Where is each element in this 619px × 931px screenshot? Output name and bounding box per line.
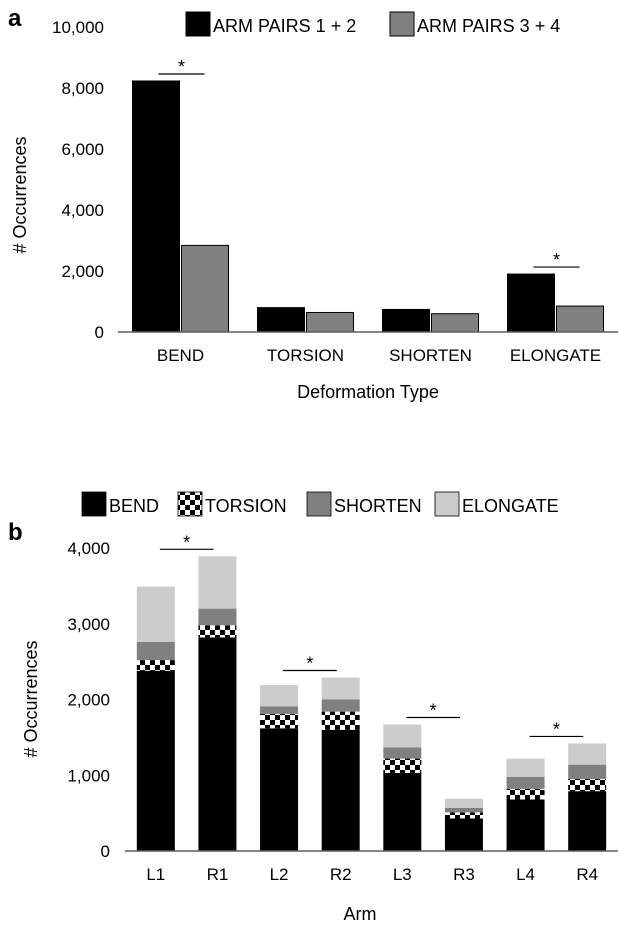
panel-b-bar-l1-bend (137, 671, 175, 851)
panel-b-x-tick-label: R1 (207, 865, 229, 884)
panel-a-y-ticks: 0 2,000 4,000 6,000 8,000 10,000 (52, 18, 104, 342)
panel-a-bar-shorten-arm-pairs-3-4 (432, 314, 479, 332)
panel-a-legend-label: ARM PAIRS 1 + 2 (213, 16, 356, 36)
panel-b-bar-l2-elongate (260, 685, 298, 706)
panel-b-bar-l4-torsion (507, 789, 545, 800)
panel-b-legend-label: SHORTEN (334, 496, 422, 516)
panel-b-bar-r1-bend (198, 637, 236, 851)
panel-a-significance-markers: ** (159, 57, 580, 270)
panel-b-x-tick-label: L2 (270, 865, 289, 884)
panel-b-bars (137, 556, 606, 851)
panel-b-significance-star: * (430, 700, 437, 720)
panel-b-significance-star: * (306, 654, 313, 674)
panel-b-label: b (8, 519, 23, 546)
panel-a-label: a (8, 5, 22, 32)
panel-a-legend-swatch-arm-pairs-1-2 (186, 12, 210, 36)
panel-a-x-axis-title: Deformation Type (297, 382, 439, 402)
panel-a-chart: a ARM PAIRS 1 + 2 ARM PAIRS 3 + 4 # Occur… (8, 5, 618, 402)
panel-b-bar-l4-shorten (507, 777, 545, 789)
panel-b-bar-r4-torsion (568, 779, 606, 791)
panel-b-bar-r3-torsion (445, 812, 483, 818)
panel-b-bar-l3-elongate (383, 724, 421, 747)
panel-b-bar-l2-bend (260, 728, 298, 851)
panel-b-significance-star: * (183, 532, 190, 552)
panel-b-bar-l1-torsion (137, 660, 175, 671)
panel-b-legend-swatch-bend (82, 492, 106, 516)
panel-a-bar-torsion-arm-pairs-1-2 (258, 308, 305, 332)
panel-b-bar-l1-shorten (137, 642, 175, 660)
panel-b-bar-l2-shorten (260, 706, 298, 714)
panel-b-y-tick-label: 3,000 (67, 615, 110, 634)
panel-b-bar-l3-torsion (383, 759, 421, 773)
panel-b-x-tick-label: R2 (330, 865, 352, 884)
panel-b-y-tick-label: 1,000 (67, 766, 110, 785)
panel-b-bar-r3-elongate (445, 799, 483, 808)
panel-b-bar-l1-elongate (137, 587, 175, 642)
panel-a-legend: ARM PAIRS 1 + 2 ARM PAIRS 3 + 4 (186, 12, 560, 36)
panel-a-bars (133, 81, 604, 332)
panel-b-bar-l3-shorten (383, 747, 421, 758)
panel-a-bar-torsion-arm-pairs-3-4 (307, 312, 354, 332)
panel-b-chart: b BEND TORSION SHORTEN ELONGATE # Occurrenc… (8, 492, 618, 924)
panel-a-y-tick-label: 2,000 (61, 262, 104, 281)
panel-a-x-tick-label: ELONGATE (510, 346, 601, 365)
panel-b-significance-star: * (553, 719, 560, 739)
panel-a-x-tick-label: TORSION (267, 346, 344, 365)
panel-a-bar-bend-arm-pairs-3-4 (182, 245, 229, 332)
panel-b-y-ticks: 0 1,000 2,000 3,000 4,000 (67, 539, 110, 861)
panel-a-bar-elongate-arm-pairs-3-4 (557, 306, 604, 332)
panel-b-x-tick-label: L1 (146, 865, 165, 884)
panel-a-y-tick-label: 10,000 (52, 18, 104, 37)
panel-b-legend-swatch-elongate (435, 492, 459, 516)
panel-b-bar-r2-bend (322, 730, 360, 851)
panel-a-x-tick-label: SHORTEN (389, 346, 472, 365)
panel-b-bar-r2-elongate (322, 678, 360, 700)
panel-b-bar-r3-shorten (445, 808, 483, 813)
panel-a-y-tick-label: 4,000 (61, 201, 104, 220)
panel-b-legend-label: TORSION (205, 496, 287, 516)
panel-a-y-tick-label: 8,000 (61, 79, 104, 98)
panel-b-y-tick-label: 4,000 (67, 539, 110, 558)
panel-b-x-tick-label: L4 (516, 865, 535, 884)
panel-b-bar-r2-torsion (322, 712, 360, 730)
panel-b-bar-r1-elongate (198, 556, 236, 608)
panel-b-legend-label: BEND (109, 496, 159, 516)
panel-b-bar-l2-torsion (260, 714, 298, 728)
panel-a-bar-bend-arm-pairs-1-2 (133, 81, 180, 332)
panel-a-legend-label: ARM PAIRS 3 + 4 (417, 16, 560, 36)
panel-b-y-axis-title: # Occurrences (21, 640, 41, 757)
panel-b-x-tick-label: L3 (393, 865, 412, 884)
panel-b-legend-label: ELONGATE (462, 496, 559, 516)
panel-a-x-ticks: BEND TORSION SHORTEN ELONGATE (157, 346, 601, 365)
panel-a-y-tick-label: 0 (95, 323, 104, 342)
panel-b-x-ticks: L1 R1 L2 R2 L3 R3 L4 R4 (146, 865, 598, 884)
panel-a-y-tick-label: 6,000 (61, 140, 104, 159)
panel-a-bar-elongate-arm-pairs-1-2 (508, 274, 555, 332)
panel-a-bar-shorten-arm-pairs-1-2 (383, 309, 430, 332)
panel-b-bar-r4-elongate (568, 743, 606, 764)
panel-b-bar-r4-shorten (568, 765, 606, 779)
panel-b-legend: BEND TORSION SHORTEN ELONGATE (82, 492, 559, 516)
panel-b-bar-r2-shorten (322, 700, 360, 712)
panel-b-y-tick-label: 0 (101, 842, 110, 861)
panel-b-legend-swatch-shorten (307, 492, 331, 516)
panel-a-significance-star: * (553, 250, 560, 270)
panel-a-y-axis-title: # Occurrences (10, 136, 30, 253)
panel-b-bar-l3-bend (383, 773, 421, 851)
panel-b-bar-r4-bend (568, 791, 606, 851)
panel-b-x-tick-label: R4 (576, 865, 598, 884)
panel-b-bar-l4-elongate (507, 759, 545, 777)
panel-b-y-tick-label: 2,000 (67, 691, 110, 710)
panel-a-x-tick-label: BEND (157, 346, 204, 365)
panel-b-bar-l4-bend (507, 799, 545, 851)
panel-b-bar-r1-shorten (198, 609, 236, 626)
panel-b-legend-swatch-torsion (178, 492, 202, 516)
panel-a-legend-swatch-arm-pairs-3-4 (390, 12, 414, 36)
panel-a-significance-star: * (178, 57, 185, 77)
panel-b-bar-r3-bend (445, 818, 483, 851)
panel-b-x-tick-label: R3 (453, 865, 475, 884)
panel-b-x-axis-title: Arm (344, 904, 377, 924)
panel-b-bar-r1-torsion (198, 625, 236, 637)
